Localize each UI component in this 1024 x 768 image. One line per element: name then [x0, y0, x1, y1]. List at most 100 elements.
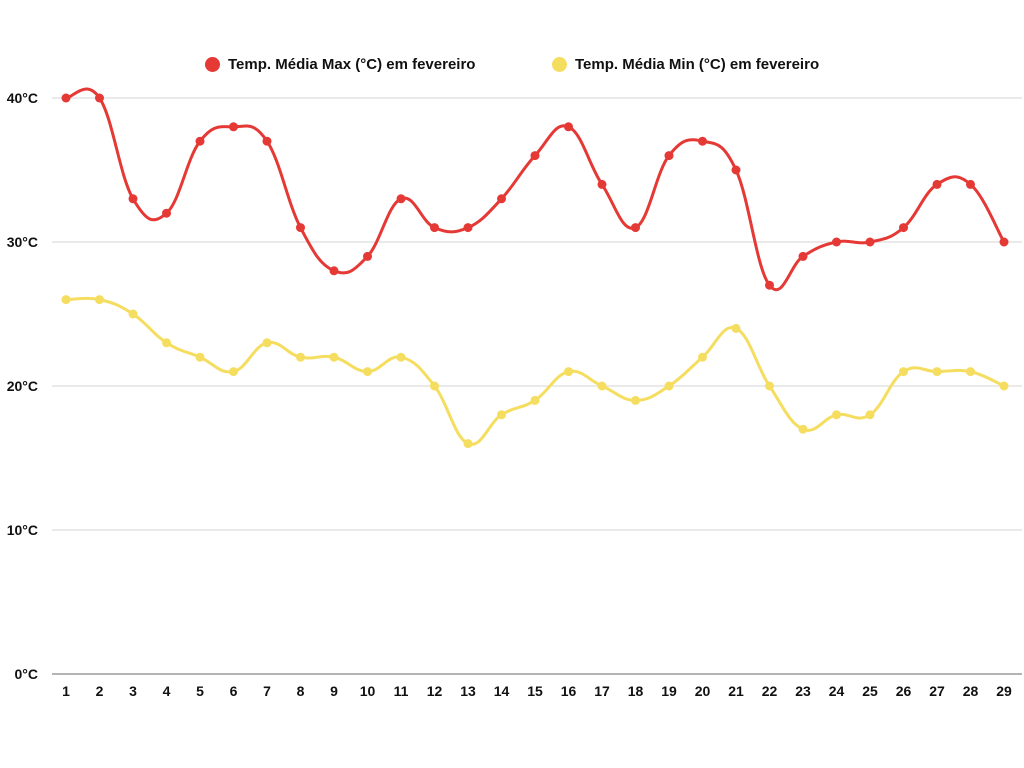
data-point-max: [497, 194, 506, 204]
data-point-max: [597, 179, 607, 189]
x-tick-label: 18: [628, 683, 644, 699]
data-point-min: [597, 381, 607, 391]
data-point-max: [966, 179, 975, 189]
data-point-max: [396, 194, 406, 204]
data-point-max: [61, 93, 71, 103]
data-point-max: [329, 266, 339, 276]
data-point-max: [430, 223, 439, 233]
x-tick-label: 22: [762, 683, 778, 699]
x-tick-label: 9: [330, 683, 338, 699]
x-tick-label: 17: [594, 683, 610, 699]
series-line-max: [64, 87, 1006, 292]
x-tick-label: 3: [129, 683, 137, 699]
x-tick-label: 11: [394, 683, 409, 699]
x-tick-label: 15: [527, 683, 543, 699]
data-point-max: [296, 223, 305, 233]
data-point-min: [530, 395, 540, 405]
data-point-min: [731, 323, 741, 333]
data-point-max: [162, 208, 171, 218]
legend-label-min: Temp. Média Min (°C) em fevereiro: [575, 56, 820, 73]
legend-marker-max: [205, 57, 220, 72]
x-tick-label: 25: [862, 683, 878, 699]
data-point-min: [396, 352, 406, 362]
legend-marker-min: [552, 57, 567, 72]
data-point-min: [966, 367, 975, 377]
data-point-min: [195, 352, 205, 362]
data-point-min: [363, 367, 372, 377]
data-point-min: [262, 338, 272, 348]
x-tick-label: 2: [96, 683, 104, 699]
y-tick-label: 20°C: [7, 378, 38, 394]
data-point-max: [765, 280, 774, 290]
series-lines: [64, 87, 1006, 446]
series-points: [61, 93, 1009, 449]
data-point-min: [899, 367, 908, 377]
y-axis-tick-labels: 0°C 10°C 20°C 30°C 40°C: [7, 90, 38, 682]
data-point-max: [363, 251, 372, 261]
gridlines: [52, 97, 1022, 675]
x-tick-label: 23: [795, 683, 811, 699]
data-point-min: [698, 352, 707, 362]
x-tick-label: 10: [360, 683, 376, 699]
data-point-max: [999, 237, 1009, 247]
data-point-max: [229, 122, 238, 132]
data-point-min: [765, 381, 774, 391]
data-point-max: [664, 151, 674, 161]
x-tick-label: 7: [263, 683, 271, 699]
data-point-min: [564, 367, 573, 377]
x-tick-label: 16: [561, 683, 577, 699]
x-tick-label: 5: [196, 683, 204, 699]
data-point-max: [631, 223, 640, 233]
data-point-max: [195, 136, 205, 146]
data-point-max: [932, 179, 942, 189]
series-line-min: [64, 296, 1006, 446]
x-tick-label: 14: [494, 683, 510, 699]
data-point-max: [95, 93, 104, 103]
data-point-max: [899, 223, 908, 233]
data-point-max: [865, 237, 875, 247]
legend-item-max[interactable]: Temp. Média Max (°C) em fevereiro: [205, 56, 475, 73]
data-point-min: [61, 295, 71, 305]
y-tick-label: 10°C: [7, 522, 38, 538]
x-tick-label: 13: [460, 683, 476, 699]
x-tick-label: 1: [62, 683, 70, 699]
data-point-max: [530, 151, 540, 161]
data-point-max: [262, 136, 272, 146]
y-tick-label: 0°C: [15, 666, 39, 682]
x-tick-label: 24: [829, 683, 845, 699]
data-point-min: [430, 381, 439, 391]
data-point-min: [798, 424, 808, 434]
data-point-min: [497, 410, 506, 420]
data-point-max: [564, 122, 573, 132]
data-point-min: [999, 381, 1009, 391]
data-point-max: [128, 194, 138, 204]
data-point-max: [731, 165, 741, 175]
y-tick-label: 30°C: [7, 234, 38, 250]
data-point-min: [631, 395, 640, 405]
x-tick-label: 8: [297, 683, 305, 699]
data-point-min: [329, 352, 339, 362]
legend: Temp. Média Max (°C) em fevereiro Temp. …: [0, 56, 1024, 80]
x-tick-label: 19: [661, 683, 677, 699]
x-tick-label: 20: [695, 683, 711, 699]
x-tick-label: 28: [963, 683, 979, 699]
data-point-max: [698, 136, 707, 146]
data-point-min: [932, 367, 942, 377]
legend-item-min[interactable]: Temp. Média Min (°C) em fevereiro: [552, 56, 819, 73]
data-point-max: [798, 251, 808, 261]
x-tick-label: 4: [163, 683, 171, 699]
data-point-min: [162, 338, 171, 348]
data-point-min: [664, 381, 674, 391]
data-point-min: [463, 439, 473, 449]
data-point-min: [128, 309, 138, 319]
x-tick-label: 6: [230, 683, 238, 699]
x-tick-label: 12: [427, 683, 443, 699]
data-point-max: [832, 237, 841, 247]
y-tick-label: 40°C: [7, 90, 38, 106]
data-point-min: [296, 352, 305, 362]
data-point-min: [865, 410, 875, 420]
x-tick-label: 21: [728, 683, 744, 699]
legend-label-max: Temp. Média Max (°C) em fevereiro: [228, 56, 476, 73]
x-tick-label: 26: [896, 683, 912, 699]
